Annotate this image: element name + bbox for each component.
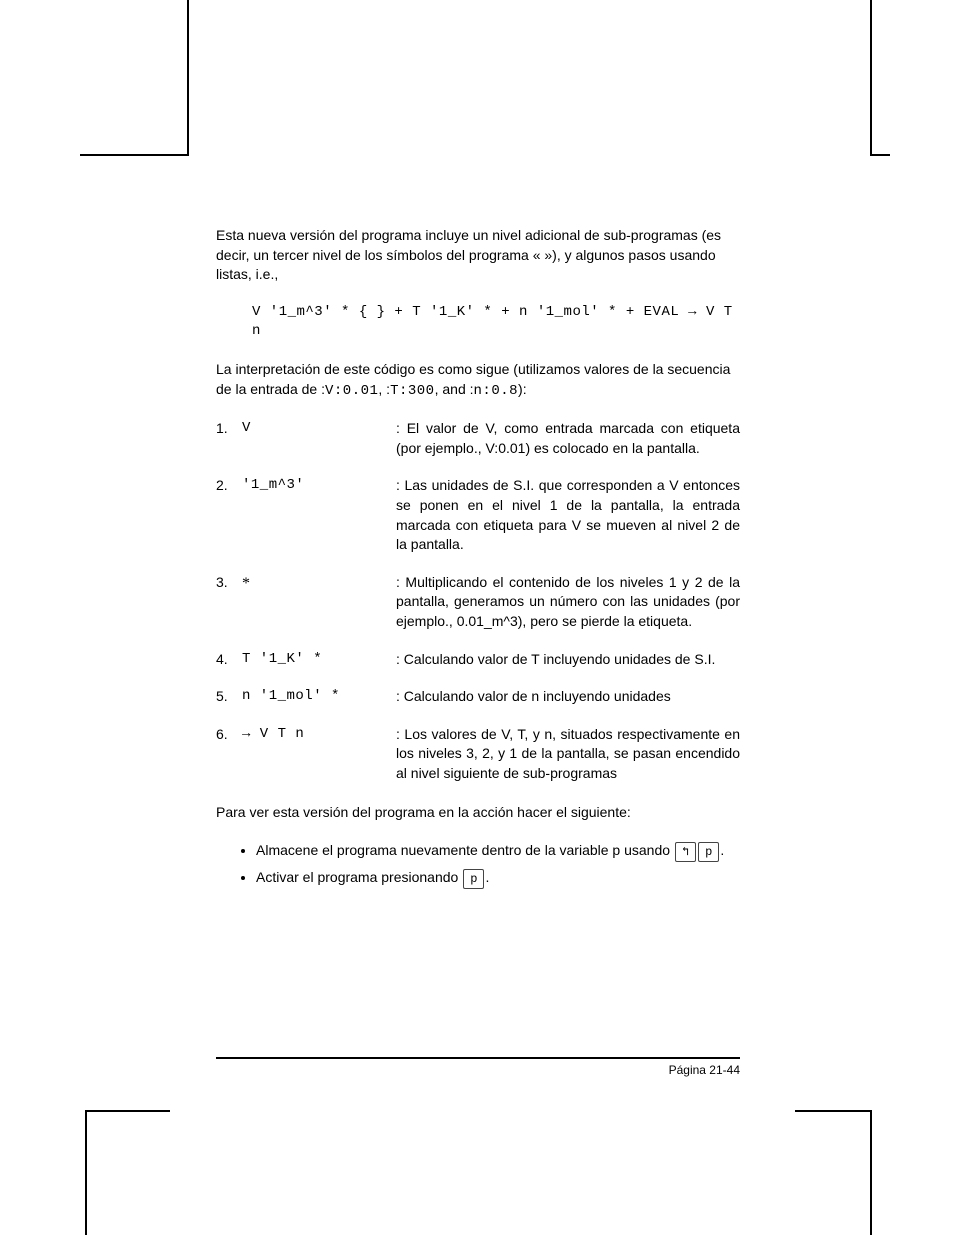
item-term: T '1_K' * [242, 650, 396, 670]
intro2-text-g: ): [518, 381, 527, 397]
interpretation-list: 1. V : El valor de V, como entrada marca… [216, 419, 740, 783]
intro2-text-e: , and : [435, 381, 474, 397]
intro2-code-f: n:0.8 [474, 383, 519, 399]
item-number: 1. [216, 419, 242, 458]
item-number: 3. [216, 573, 242, 632]
item-number: 5. [216, 687, 242, 707]
code-line: V '1_m^3' * { } + T '1_K' * + n '1_mol' … [252, 303, 740, 342]
intro2-code-b: V:0.01 [325, 383, 378, 399]
item-desc: : Las unidades de S.I. que corresponden … [396, 476, 740, 554]
list-item: 5. n '1_mol' * : Calculando valor de n i… [216, 687, 740, 707]
item-number: 4. [216, 650, 242, 670]
intro2-text-c: , : [378, 381, 390, 397]
intro-paragraph-2: La interpretación de este código es como… [216, 360, 740, 401]
item-desc: : Calculando valor de T incluyendo unida… [396, 650, 740, 670]
item-desc: : Calculando valor de n incluyendo unida… [396, 687, 740, 707]
list-item: 3. * : Multiplicando el contenido de los… [216, 573, 740, 632]
list-item: 1. V : El valor de V, como entrada marca… [216, 419, 740, 458]
outro-paragraph: Para ver esta versión del programa en la… [216, 803, 740, 823]
item-number: 6. [216, 725, 242, 784]
bullet2-text-b: . [485, 869, 489, 885]
action-bullets: Almacene el programa nuevamente dentro d… [216, 841, 740, 889]
item-term: V [242, 419, 396, 458]
bullet-item: Activar el programa presionando p . [256, 868, 740, 889]
item-term: → V T n [242, 725, 396, 784]
list-item: 2. '1_m^3' : Las unidades de S.I. que co… [216, 476, 740, 554]
bullet2-text-a: Activar el programa presionando [256, 869, 462, 885]
key-left-shift: ↰ [675, 842, 696, 862]
item-term: '1_m^3' [242, 476, 396, 554]
key-p: p [698, 842, 719, 862]
page-number: Página 21-44 [216, 1062, 740, 1079]
item-term: * [242, 573, 396, 632]
intro2-code-d: T:300 [390, 383, 435, 399]
item-desc: : Los valores de V, T, y n, situados res… [396, 725, 740, 784]
item-term: n '1_mol' * [242, 687, 396, 707]
bullet1-text-a: Almacene el programa nuevamente dentro d… [256, 842, 674, 858]
list-item: 6. → V T n : Los valores de V, T, y n, s… [216, 725, 740, 784]
bullet-item: Almacene el programa nuevamente dentro d… [256, 841, 740, 862]
item-desc: : El valor de V, como entrada marcada co… [396, 419, 740, 458]
intro-paragraph-1: Esta nueva versión del programa incluye … [216, 226, 740, 285]
footer-rule [216, 1057, 740, 1059]
key-p: p [463, 869, 484, 889]
list-item: 4. T '1_K' * : Calculando valor de T inc… [216, 650, 740, 670]
item-number: 2. [216, 476, 242, 554]
bullet1-text-b: . [720, 842, 724, 858]
item-desc: : Multiplicando el contenido de los nive… [396, 573, 740, 632]
